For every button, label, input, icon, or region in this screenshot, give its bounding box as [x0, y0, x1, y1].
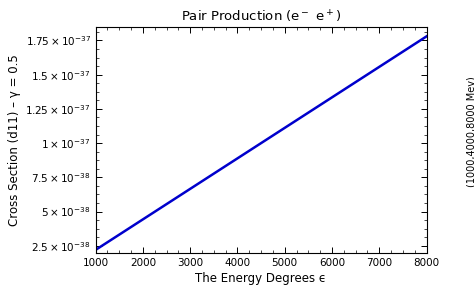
Y-axis label: Cross Section (d11) – γ = 0.5: Cross Section (d11) – γ = 0.5 [9, 54, 21, 226]
Text: (1000,4000,8000 Mev): (1000,4000,8000 Mev) [467, 76, 474, 187]
Title: Pair Production ($\mathrm{e}^-$ $\mathrm{e}^+$): Pair Production ($\mathrm{e}^-$ $\mathrm… [181, 8, 341, 25]
X-axis label: The Energy Degrees ϵ: The Energy Degrees ϵ [195, 272, 327, 285]
